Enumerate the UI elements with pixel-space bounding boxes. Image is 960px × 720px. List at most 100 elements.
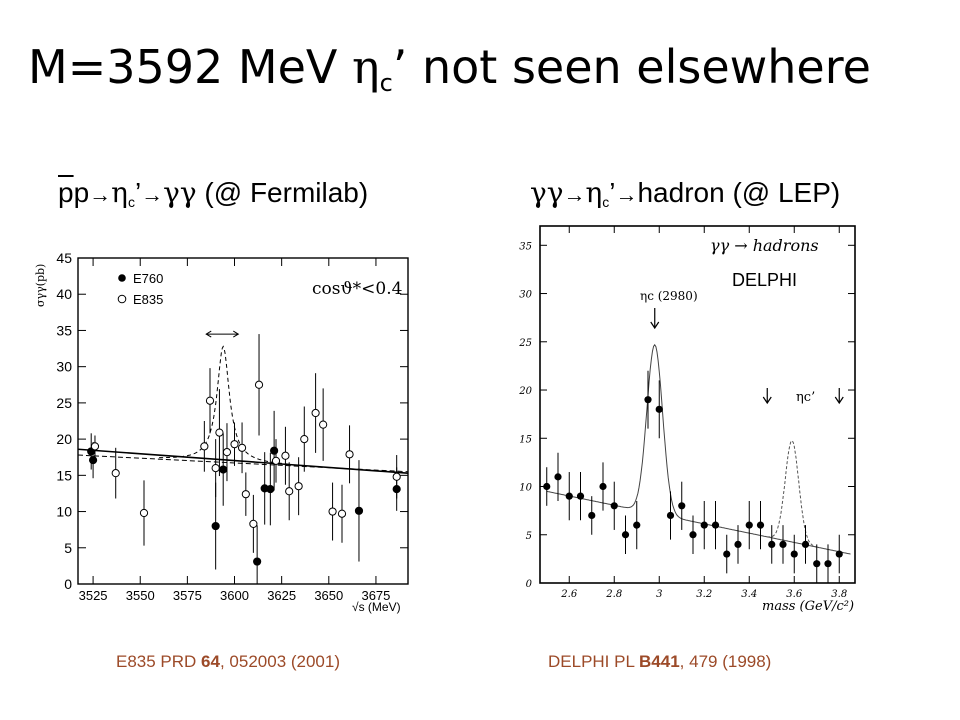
left-point-s1-0 [90, 442, 100, 451]
left-point-s1-14 [281, 451, 290, 460]
right-point-3 [576, 492, 585, 500]
right-point-15 [711, 521, 720, 529]
left-point-s1-21 [337, 509, 347, 518]
left-ytick-label-4: 20 [56, 431, 72, 447]
right-point-0 [543, 482, 551, 491]
left-heading-pbar: p [58, 177, 74, 208]
left-cite-post: , 052003 (2001) [219, 652, 341, 671]
left-point-s0-7 [270, 446, 279, 455]
left-heading-prime: ’ [134, 177, 142, 208]
right-xtick-label-5: 3.6 [786, 589, 803, 600]
left-point-s1-13 [271, 456, 281, 465]
left-cite-pre: E835 PRD [116, 652, 202, 671]
left-xtick-label-0: 3525 [79, 588, 108, 603]
left-point-s1-19 [319, 420, 328, 429]
right-cite-bold: B441 [639, 652, 680, 671]
right-cite-pre: DELPHI PL [548, 652, 640, 671]
delphi-chart: 0 5 10 15 20 25 30 35 2.6 2.8 3 3.2 3.4 3.6 3.8 γγ → h… [518, 225, 856, 614]
right-fit-curve [546, 343, 851, 555]
title-eta: η [352, 40, 380, 94]
left-point-s1-10 [241, 490, 250, 499]
right-ytick-label-3: 15 [519, 434, 532, 445]
right-heading-arrow2: → [615, 182, 638, 207]
left-point-s1-3 [200, 442, 209, 451]
right-arrow-head-0 [650, 321, 660, 330]
left-panel-heading: pp→ηc’→γγ (@ Fermilab) [58, 176, 368, 210]
left-legend-e835: E835 [133, 292, 163, 307]
title-prefix: M=3592 MeV [28, 40, 352, 94]
right-ytick-label-0: 0 [526, 579, 533, 590]
e835-chart: 0 5 10 15 20 25 30 35 40 45 3525 3550 3575 3600 3625 36… [34, 250, 409, 614]
title-suffix: ’ not seen elsewhere [392, 40, 871, 94]
left-xtick-label-6: 3675 [361, 588, 390, 603]
left-legend-e760: E760 [133, 271, 163, 286]
right-point-26 [835, 550, 843, 558]
right-point-14 [700, 521, 708, 529]
right-point-4 [588, 511, 596, 520]
right-xtick-label-0: 2.6 [560, 589, 578, 600]
right-xlabel: mass (GeV/c²) [762, 599, 854, 614]
right-point-7 [621, 531, 630, 539]
right-annotation-process: γγ → hadrons [710, 236, 819, 255]
right-point-16 [723, 550, 731, 558]
right-point-23 [801, 540, 810, 549]
left-point-s1-1 [111, 469, 120, 478]
left-heading-arrow2: → [141, 182, 164, 207]
left-heading-arrow1: → [89, 182, 112, 207]
right-point-22 [790, 550, 798, 558]
right-citation: DELPHI PL B441, 479 (1998) [548, 652, 771, 672]
left-point-s1-6 [215, 428, 224, 437]
left-heading-sub: c [127, 194, 135, 210]
left-xtick-label-5: 3650 [314, 588, 343, 603]
left-heading-gg: γγ [163, 176, 197, 209]
left-point-s0-1 [88, 456, 98, 465]
left-ytick-label-2: 10 [56, 504, 72, 520]
right-point-8 [633, 521, 641, 529]
left-point-s1-2 [139, 508, 149, 518]
left-point-s1-4 [205, 396, 215, 405]
right-point-19 [756, 521, 765, 529]
left-point-s1-20 [328, 507, 337, 516]
left-peak-curve [159, 345, 292, 465]
right-annotation-etac: ηc (2980) [640, 289, 698, 303]
right-xtick-label-3: 3.2 [696, 589, 712, 600]
right-xtick-label-6: 3.8 [831, 589, 847, 600]
left-point-s0-8 [354, 506, 364, 515]
right-cite-post: , 479 (1998) [679, 652, 772, 671]
right-point-17 [734, 540, 742, 549]
right-arrow-head-1 [762, 396, 772, 405]
right-heading-sub: c [602, 194, 610, 210]
right-ytick-label-6: 30 [519, 290, 532, 301]
right-point-9 [644, 396, 652, 404]
right-point-11 [666, 511, 675, 520]
right-heading-gg: γγ [530, 176, 564, 209]
right-panel-heading: γγ→ηc’→hadron (@ LEP) [530, 176, 840, 210]
right-ytick-label-1: 5 [526, 531, 532, 542]
left-ytick-label-9: 45 [56, 250, 72, 266]
left-point-s0-6 [266, 484, 275, 494]
left-ylabel: σγγ(pb) [34, 264, 47, 307]
left-point-s1-15 [285, 487, 294, 496]
right-annotation-etacprime: ηc’ [796, 390, 815, 405]
left-heading-rest: (@ Fermilab) [196, 177, 369, 208]
left-legend-marker-e835 [117, 294, 127, 304]
right-heading-arrow1: → [563, 182, 586, 207]
left-xtick-label-3: 3600 [220, 588, 249, 603]
left-xlabel: √s (MeV) [352, 600, 401, 614]
right-plot-frame [539, 225, 856, 584]
left-legend-marker-e760 [118, 274, 126, 282]
title-sub: c [379, 69, 393, 97]
right-arrow-head-2 [834, 396, 844, 405]
left-point-s0-4 [253, 557, 262, 566]
left-xtick-label-4: 3625 [267, 588, 296, 603]
right-point-18 [745, 521, 753, 529]
left-ytick-label-6: 30 [56, 359, 72, 375]
right-point-24 [813, 560, 821, 568]
left-point-s1-17 [300, 435, 309, 444]
slide-title: M=3592 MeV ηc’ not seen elsewhere [28, 40, 871, 97]
left-point-s0-3 [219, 465, 228, 474]
right-point-21 [779, 540, 787, 549]
left-ytick-label-3: 15 [56, 467, 72, 483]
left-ytick-label-8: 40 [56, 286, 72, 302]
left-ytick-label-1: 5 [64, 540, 72, 556]
